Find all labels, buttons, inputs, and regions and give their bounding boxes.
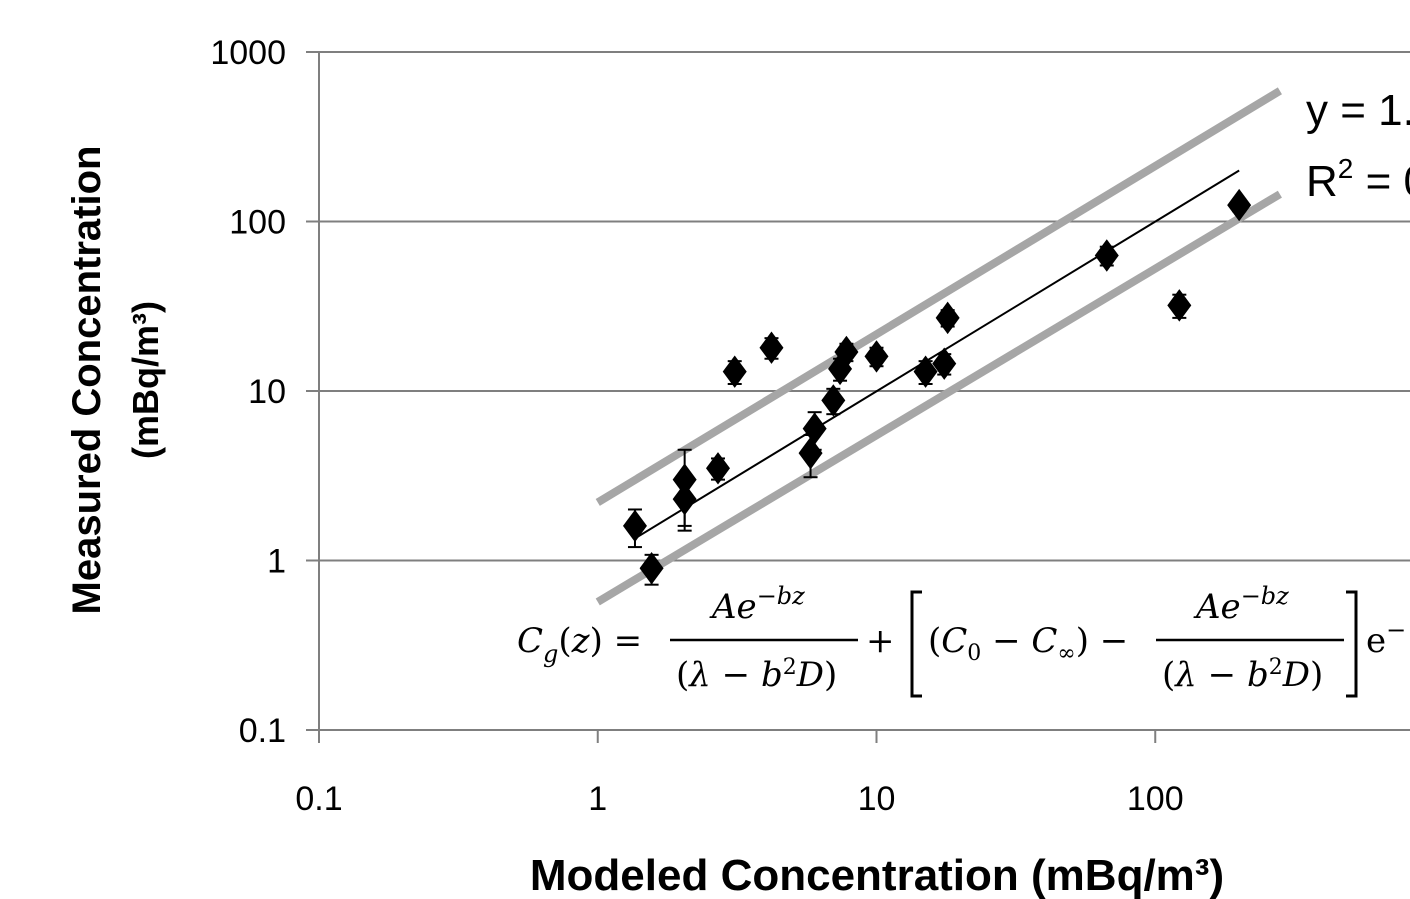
data-point-3	[672, 478, 697, 527]
model-formula: Cg(z) = Ae−bz (λ − b2D) + (C0 − C∞) − Ae…	[517, 582, 1406, 698]
svg-text:+: +	[866, 621, 895, 661]
y-tick-label-4: 1000	[210, 34, 286, 72]
y-tick-label-2: 10	[248, 373, 286, 411]
diamond-marker	[759, 331, 784, 364]
x-tick-label-2: 10	[858, 780, 896, 818]
x-tick-label-1: 1	[588, 780, 607, 818]
data-point-5	[722, 355, 747, 388]
y-tick-labels: 0.1 1 10 100 1000	[210, 34, 286, 750]
upper-bound-line	[595, 87, 1282, 506]
trendline	[634, 169, 1240, 540]
data-point-16	[1094, 239, 1119, 272]
svg-text:(λ − b2D): (λ − b2D)	[1162, 655, 1323, 695]
diamond-marker	[622, 509, 647, 543]
y-tick-label-3: 100	[229, 204, 286, 242]
diamond-marker	[1227, 188, 1252, 222]
svg-text:(λ − b2D): (λ − b2D)	[676, 655, 837, 695]
y-axis-title-line2: (mBq/m³)	[125, 301, 166, 459]
equation-annotation: y = 1.0	[1306, 86, 1410, 135]
diamond-marker	[821, 384, 846, 417]
data-points	[622, 188, 1252, 586]
r-squared-exp: 2	[1338, 153, 1354, 184]
diamond-marker	[935, 301, 960, 335]
diamond-marker	[639, 552, 664, 585]
diamond-marker	[798, 436, 823, 470]
svg-text:e−: e−	[1366, 616, 1406, 661]
data-point-9	[821, 384, 846, 417]
data-point-13	[913, 355, 938, 388]
gridlines	[319, 51, 1410, 562]
diamond-marker	[913, 355, 938, 388]
diamond-marker	[834, 335, 859, 369]
data-point-1	[639, 552, 664, 586]
data-point-0	[622, 508, 647, 549]
svg-text:(C0 − C∞) −: (C0 − C∞) −	[928, 621, 1128, 666]
data-point-18	[1227, 188, 1252, 222]
y-axis-title-line1: Measured Concentration	[65, 146, 109, 615]
r-squared-annotation: R2 = 0	[1306, 153, 1410, 206]
diamond-marker	[932, 347, 957, 380]
lower-bound-line	[595, 190, 1282, 606]
diamond-marker	[672, 482, 697, 516]
data-point-4	[705, 452, 730, 485]
y-tick-label-0: 0.1	[239, 712, 286, 750]
y-tick-label-1: 1	[267, 543, 286, 581]
diamond-marker	[864, 340, 889, 373]
r-squared-base: R	[1306, 157, 1338, 206]
diamond-marker	[722, 355, 747, 388]
x-tick-label-3: 100	[1127, 780, 1184, 818]
data-point-12	[864, 340, 889, 373]
svg-text:Cg(z) =: Cg(z) =	[517, 621, 642, 668]
data-point-17	[1167, 289, 1192, 322]
data-point-7	[798, 434, 823, 479]
svg-text:Ae−bz: Ae−bz	[709, 582, 805, 627]
diamond-marker	[802, 412, 827, 445]
data-point-11	[834, 335, 859, 369]
trendline-line	[634, 169, 1240, 540]
data-point-8	[802, 411, 827, 451]
diamond-marker	[1094, 239, 1119, 272]
bound-lines	[595, 87, 1282, 606]
diamond-marker	[1167, 289, 1192, 322]
data-point-14	[932, 347, 957, 380]
svg-text:Ae−bz: Ae−bz	[1193, 582, 1289, 627]
data-point-15	[935, 301, 960, 335]
x-axis-title: Modeled Concentration (mBq/m³)	[530, 851, 1224, 899]
data-point-6	[759, 331, 784, 364]
diamond-marker	[705, 452, 730, 485]
x-tick-label-0: 0.1	[295, 780, 342, 818]
axes	[306, 51, 1410, 743]
r-squared-rest: = 0	[1353, 157, 1410, 206]
